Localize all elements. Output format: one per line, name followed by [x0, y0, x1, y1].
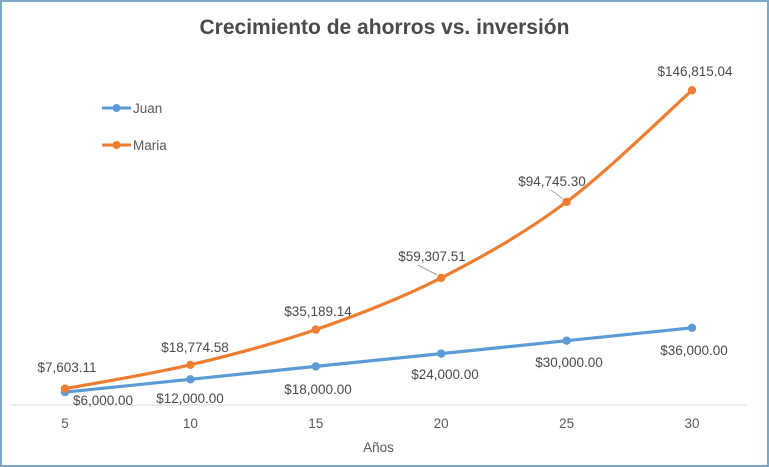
- data-label-juan: $12,000.00: [156, 391, 224, 406]
- x-tick-label: 25: [559, 416, 575, 431]
- series-line-maria: [63, 88, 694, 391]
- data-label-juan: $30,000.00: [535, 355, 603, 370]
- data-point-juan: [562, 336, 571, 345]
- data-label-maria: $7,603.11: [37, 360, 97, 375]
- chart-title: Crecimiento de ahorros vs. inversión: [199, 16, 570, 39]
- data-label-juan: $36,000.00: [660, 343, 728, 358]
- legend-label: Juan: [133, 100, 163, 116]
- x-tick-label: 10: [182, 416, 198, 431]
- data-label-juan: $18,000.00: [284, 382, 352, 397]
- data-label-juan: $24,000.00: [411, 367, 479, 382]
- data-point-juan: [186, 375, 195, 384]
- legend-line-marker-icon: [102, 141, 131, 149]
- data-point-maria: [687, 86, 697, 95]
- data-point-juan: [687, 323, 697, 332]
- label-leader-line: [550, 189, 564, 200]
- x-tick-label: 20: [433, 416, 449, 431]
- data-label-juan: $6,000.00: [72, 393, 134, 408]
- data-label-maria: $59,307.51: [398, 249, 466, 264]
- data-point-juan: [311, 362, 320, 371]
- label-leader-line: [417, 264, 438, 276]
- legend-item-juan[interactable]: Juan: [101, 100, 162, 116]
- x-tick-label: 15: [308, 416, 324, 431]
- legend-label: Maria: [133, 137, 167, 153]
- data-label-maria: $18,774.58: [161, 340, 229, 355]
- x-tick-label: 30: [684, 416, 700, 431]
- legend-item-maria[interactable]: Maria: [101, 137, 167, 153]
- data-point-maria: [437, 273, 446, 283]
- series-line-juan: [63, 326, 694, 394]
- x-axis-title: Años: [363, 440, 394, 455]
- data-label-maria: $94,745.30: [518, 174, 586, 189]
- x-tick-label: 5: [61, 416, 69, 431]
- data-point-maria: [186, 360, 195, 369]
- data-point-juan: [437, 349, 446, 358]
- legend-line-marker-icon: [102, 104, 131, 112]
- data-point-maria: [562, 197, 571, 207]
- data-label-maria: $35,189.14: [284, 304, 352, 319]
- data-point-maria: [60, 384, 70, 393]
- data-point-maria: [311, 325, 320, 334]
- data-label-maria: $146,815.04: [657, 64, 733, 79]
